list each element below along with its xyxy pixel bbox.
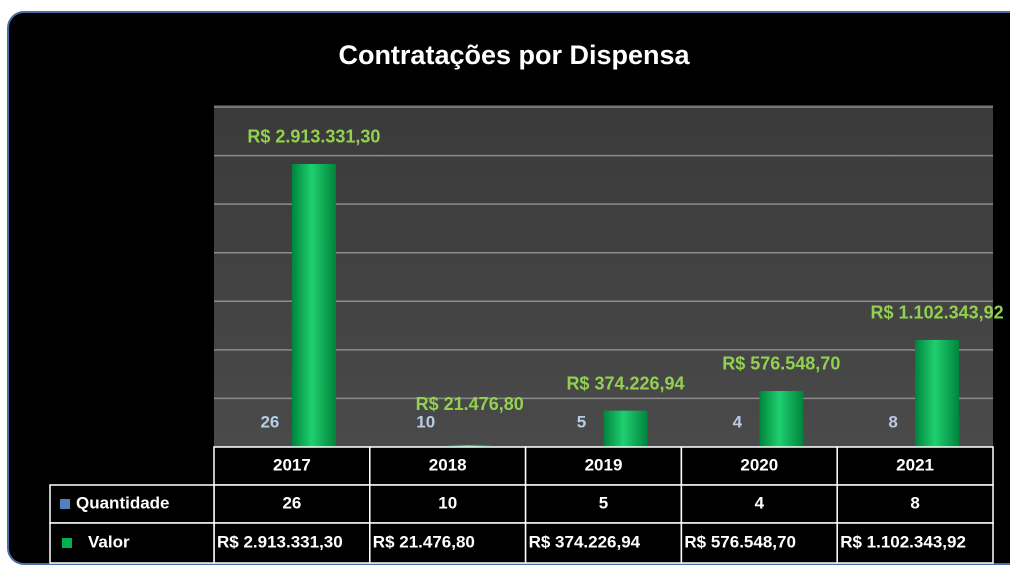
data-label: 5 [577, 412, 586, 431]
data-label: R$ 2.913.331,30 [247, 127, 380, 147]
data-label: 8 [888, 412, 897, 431]
data-table: 2017 26 R$ 2.913.331,30 2018 10 R$ 21.476,80 2… [49, 446, 994, 564]
x-tick-label: 2021 [896, 455, 934, 474]
data-label: R$ 21.476,80 [416, 394, 524, 414]
table-cell [369, 484, 527, 524]
x-tick-label: 2020 [740, 455, 778, 474]
table-cell [836, 522, 994, 564]
chart-title: Contratações por Dispensa [338, 40, 690, 70]
legend-label: Quantidade [76, 493, 170, 512]
table-value: R$ 2.913.331,30 [217, 532, 343, 551]
table-value: R$ 1.102.343,92 [840, 532, 966, 551]
data-label: 4 [733, 412, 743, 431]
table-cell [680, 446, 838, 486]
data-label: 26 [260, 412, 279, 431]
x-tick-label: 2017 [273, 455, 311, 474]
data-label: R$ 374.226,94 [566, 373, 684, 393]
table-value: 5 [599, 493, 608, 512]
bar [915, 339, 960, 447]
table-value: 26 [282, 493, 301, 512]
table-cell [836, 484, 994, 524]
table-cell [680, 522, 838, 564]
table-cell [524, 484, 683, 524]
bar [759, 390, 804, 447]
table-value: R$ 374.226,94 [529, 532, 641, 551]
table-cell [836, 446, 994, 486]
data-labels: 26 10 5 4 8 R$ 2.913.331,30 R$ 21.476,80 R$ 374… [247, 127, 1003, 432]
table-value: R$ 21.476,80 [373, 532, 475, 551]
table-cell [49, 522, 215, 564]
table-value: 10 [438, 493, 457, 512]
table-cell [213, 522, 371, 564]
bars [247, 163, 960, 448]
x-tick-label: 2019 [585, 455, 623, 474]
table-value: R$ 576.548,70 [684, 532, 796, 551]
plot-area [214, 105, 993, 447]
table-value: 8 [910, 493, 919, 512]
data-label: R$ 576.548,70 [722, 354, 840, 374]
table-cell [524, 446, 683, 486]
bar [291, 163, 336, 448]
table-cell [524, 522, 683, 564]
data-label: R$ 1.102.343,92 [871, 303, 1004, 323]
legend-key [62, 538, 72, 548]
data-label: 10 [416, 412, 435, 431]
table-cell [369, 522, 527, 564]
x-tick-label: 2018 [429, 455, 467, 474]
bar [603, 410, 648, 447]
table-cell [49, 484, 215, 524]
legend-label: Valor [88, 532, 130, 551]
table-value: 4 [755, 493, 765, 512]
legend-key [60, 499, 70, 509]
table-cell [369, 446, 527, 486]
bar [447, 444, 492, 447]
